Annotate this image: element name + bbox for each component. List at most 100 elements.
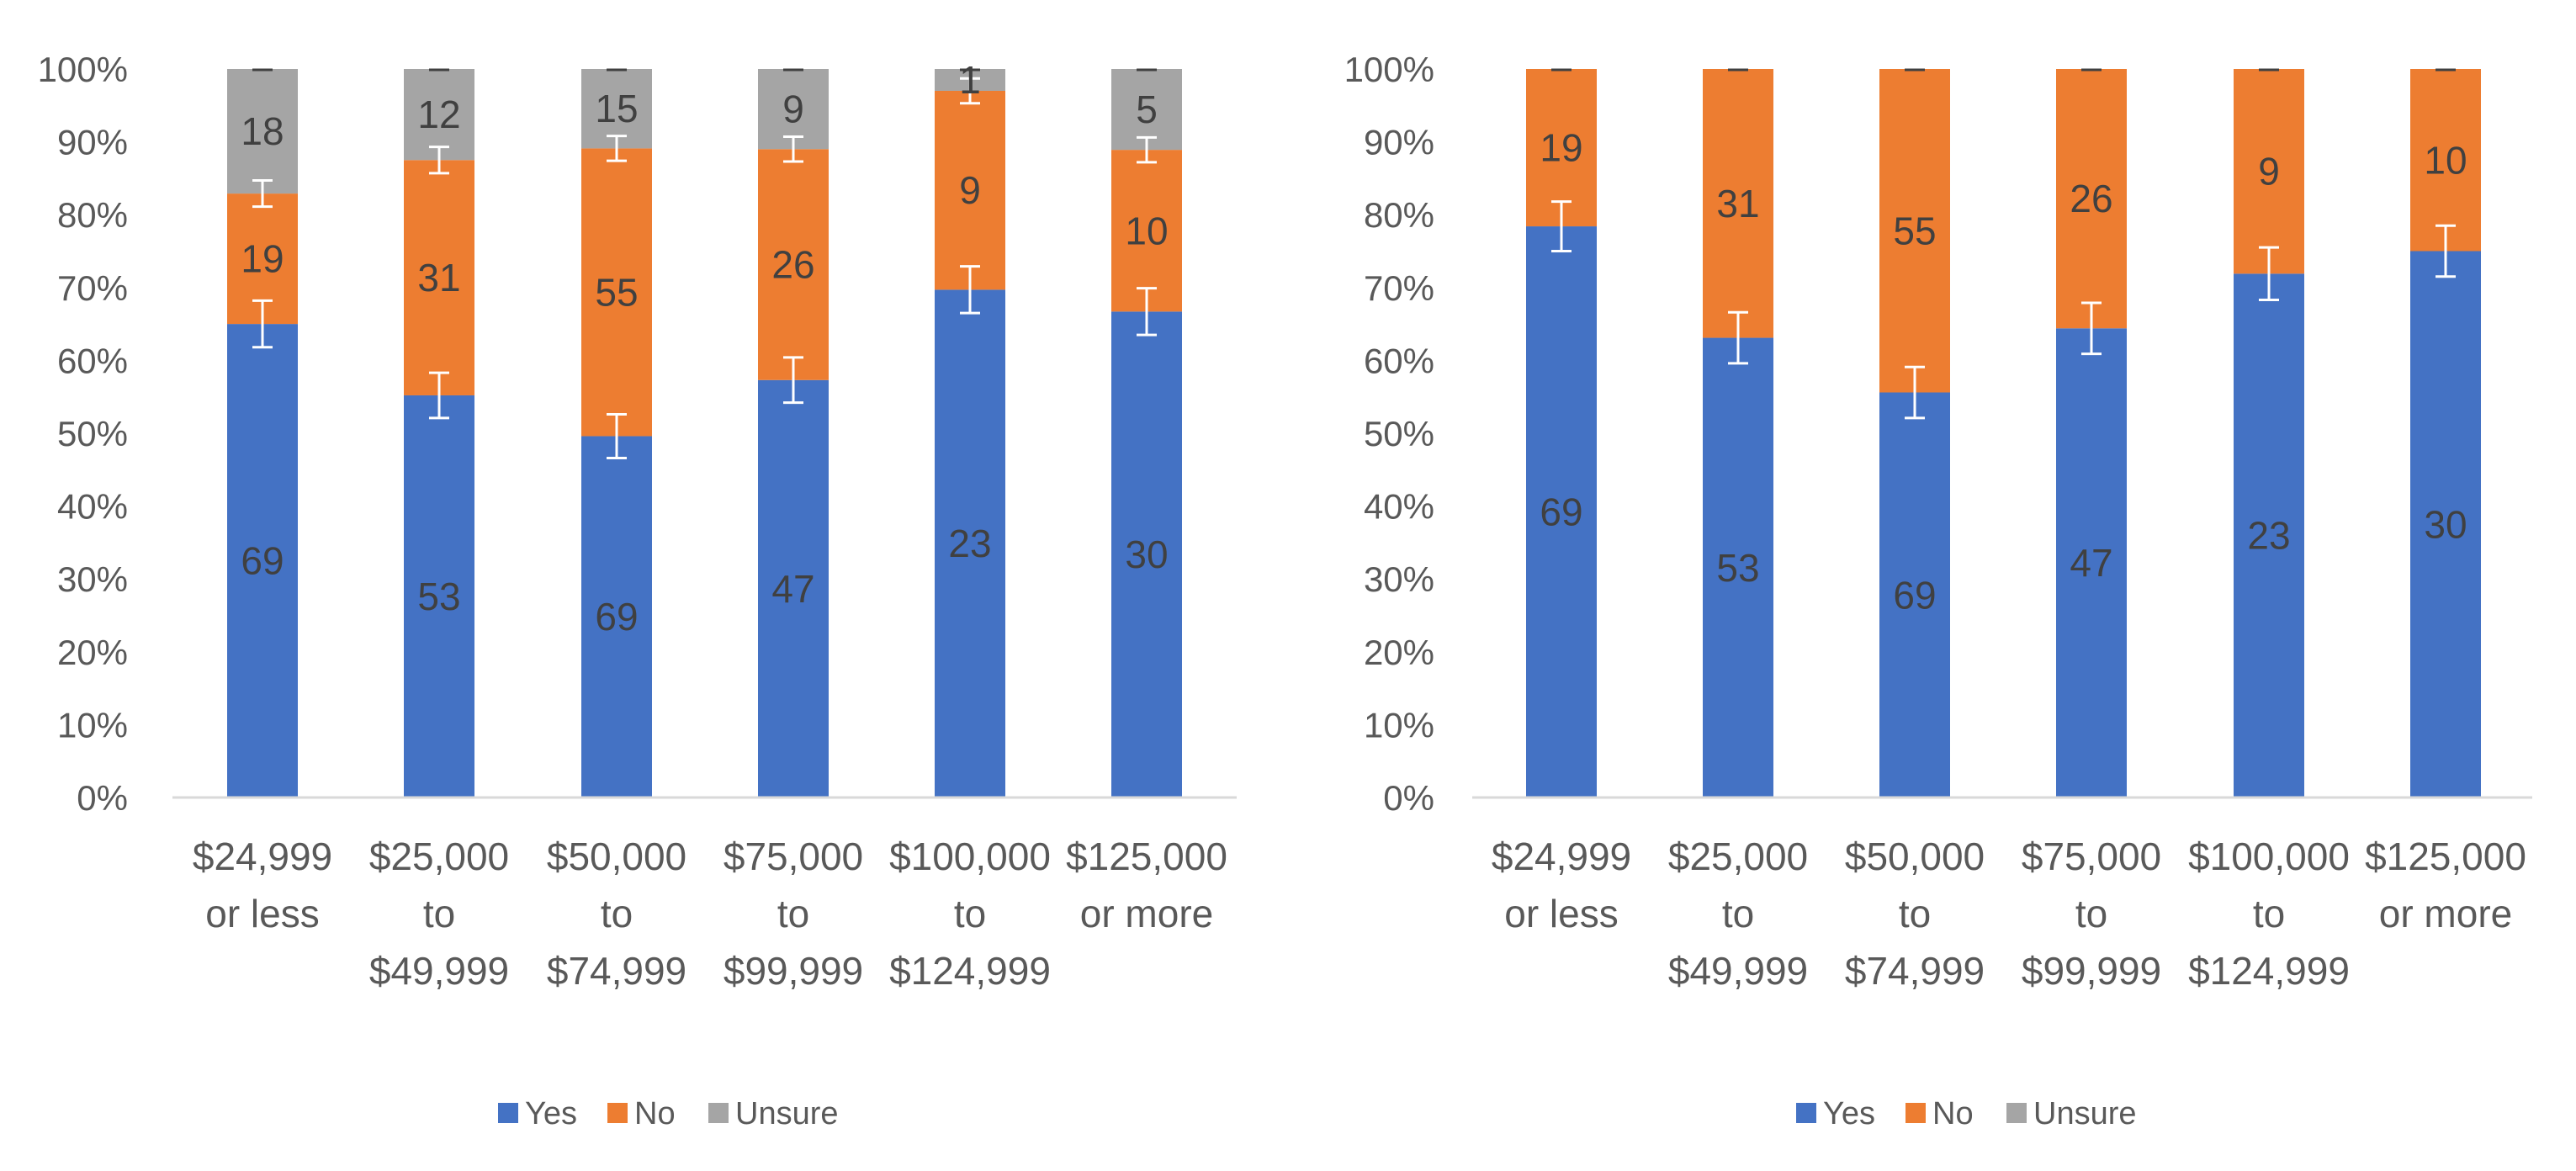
y-tick-label: 30% [57, 559, 128, 599]
data-label-yes: 69 [241, 539, 284, 583]
x-category-label: or more [1080, 892, 1213, 935]
data-label-yes: 69 [595, 595, 638, 638]
y-tick-label: 100% [1344, 50, 1434, 89]
data-label-yes: 47 [771, 567, 814, 611]
chart-left: 0% 10% 20% 30% 40% 50% 60% 70% 80% 90% 100% 69 1 9 18 $… [38, 50, 1237, 1131]
bar-yes [2234, 273, 2304, 797]
y-tick-label: 90% [1364, 123, 1434, 162]
x-category-label: $74,999 [1845, 949, 1985, 993]
x-category-label: $75,000 [724, 835, 863, 878]
legend-label-no: No [1932, 1096, 1974, 1131]
y-tick-label: 70% [57, 268, 128, 308]
data-label-yes: 30 [2424, 502, 2467, 546]
data-label-yes: 23 [948, 522, 991, 565]
y-tick-label: 10% [57, 705, 128, 744]
y-tick-label: 100% [38, 50, 128, 89]
legend-swatch-unsure [708, 1103, 729, 1123]
data-label-unsure: 1 [959, 58, 981, 102]
bar-yes [758, 379, 829, 797]
legend-swatch-yes [1796, 1103, 1816, 1123]
y-tick-label: 20% [57, 633, 128, 672]
data-label-yes: 53 [417, 575, 460, 618]
bar-yes [2410, 251, 2481, 797]
bar-no [1111, 150, 1182, 312]
y-tick-label: 10% [1364, 705, 1434, 744]
data-label-yes: 69 [1893, 573, 1936, 617]
y-tick-label: 40% [57, 487, 128, 527]
bar-yes [404, 395, 474, 797]
data-label-no: 9 [2258, 150, 2280, 193]
data-label-unsure: 9 [782, 87, 804, 131]
bar-yes [227, 324, 298, 798]
bar-no [404, 160, 474, 395]
x-category-label: to [423, 892, 455, 935]
bar-yes [1879, 392, 1950, 797]
y-tick-label: 60% [57, 341, 128, 380]
x-category-label: $50,000 [1845, 835, 1985, 878]
x-category-label: or more [2379, 892, 2512, 935]
chart-right: 0% 10% 20% 30% 40% 50% 60% 70% 80% 90% 100% 69 19 $24… [1344, 50, 2532, 1131]
legend-label-yes: Yes [525, 1096, 577, 1131]
bar-yes [1703, 337, 1773, 798]
x-category-label: $25,000 [1668, 835, 1808, 878]
bar-no [2056, 69, 2127, 329]
bar-unsure [227, 69, 298, 194]
data-label-yes: 47 [2070, 541, 2112, 585]
x-category-label: $100,000 [2188, 835, 2350, 878]
x-category-label: $75,000 [2022, 835, 2161, 878]
x-category-label: $49,999 [369, 949, 509, 993]
y-tick-label: 50% [57, 414, 128, 453]
data-label-yes: 23 [2247, 514, 2290, 558]
legend-swatch-yes [498, 1103, 518, 1123]
x-category-label: $124,999 [889, 949, 1051, 993]
y-tick-label: 50% [1364, 414, 1434, 453]
data-label-no: 9 [959, 168, 981, 212]
data-label-unsure: 12 [417, 93, 460, 136]
x-category-label: to [2075, 892, 2107, 935]
x-category-label: or less [1504, 892, 1618, 935]
x-category-label: $125,000 [2365, 835, 2526, 878]
data-label-unsure: 18 [241, 109, 284, 153]
x-category-label: $25,000 [369, 835, 509, 878]
data-label-no: 26 [771, 243, 814, 287]
data-label-no: 55 [1893, 209, 1936, 252]
bar-yes [2056, 328, 2127, 797]
data-label-no: 55 [595, 270, 638, 314]
x-category-label: $99,999 [724, 949, 863, 993]
data-label-no: 31 [417, 256, 460, 299]
bar-no [1703, 69, 1773, 338]
y-tick-label: 20% [1364, 633, 1434, 672]
bar-yes [1111, 311, 1182, 797]
y-tick-label: 90% [57, 123, 128, 162]
x-category-label: to [1899, 892, 1931, 935]
bar-yes [1526, 226, 1597, 797]
legend-swatch-unsure [2006, 1103, 2027, 1123]
bar-yes [935, 289, 1005, 797]
x-category-label: $74,999 [547, 949, 686, 993]
x-category-label: to [2253, 892, 2285, 935]
data-label-yes: 30 [1125, 533, 1168, 576]
x-category-label: $99,999 [2022, 949, 2161, 993]
x-category-label: $24,999 [193, 835, 332, 878]
bar-no [2234, 69, 2304, 274]
y-tick-label: 80% [57, 195, 128, 235]
x-category-label: to [1722, 892, 1754, 935]
data-label-no: 31 [1716, 182, 1759, 225]
legend-label-no: No [634, 1096, 676, 1131]
bar-unsure [404, 69, 474, 161]
data-label-yes: 53 [1716, 546, 1759, 590]
x-category-label: to [601, 892, 633, 935]
bar-no [581, 148, 652, 437]
x-category-label: to [954, 892, 986, 935]
y-tick-label: 40% [1364, 487, 1434, 527]
legend-label-unsure: Unsure [735, 1096, 839, 1131]
data-label-no: 10 [2424, 138, 2467, 182]
x-category-label: $124,999 [2188, 949, 2350, 993]
y-tick-label: 0% [77, 778, 128, 818]
bar-no [758, 149, 829, 380]
x-category-label: $50,000 [547, 835, 686, 878]
bar-no [935, 90, 1005, 290]
bar-no [1526, 69, 1597, 227]
data-label-no: 19 [1540, 126, 1582, 170]
